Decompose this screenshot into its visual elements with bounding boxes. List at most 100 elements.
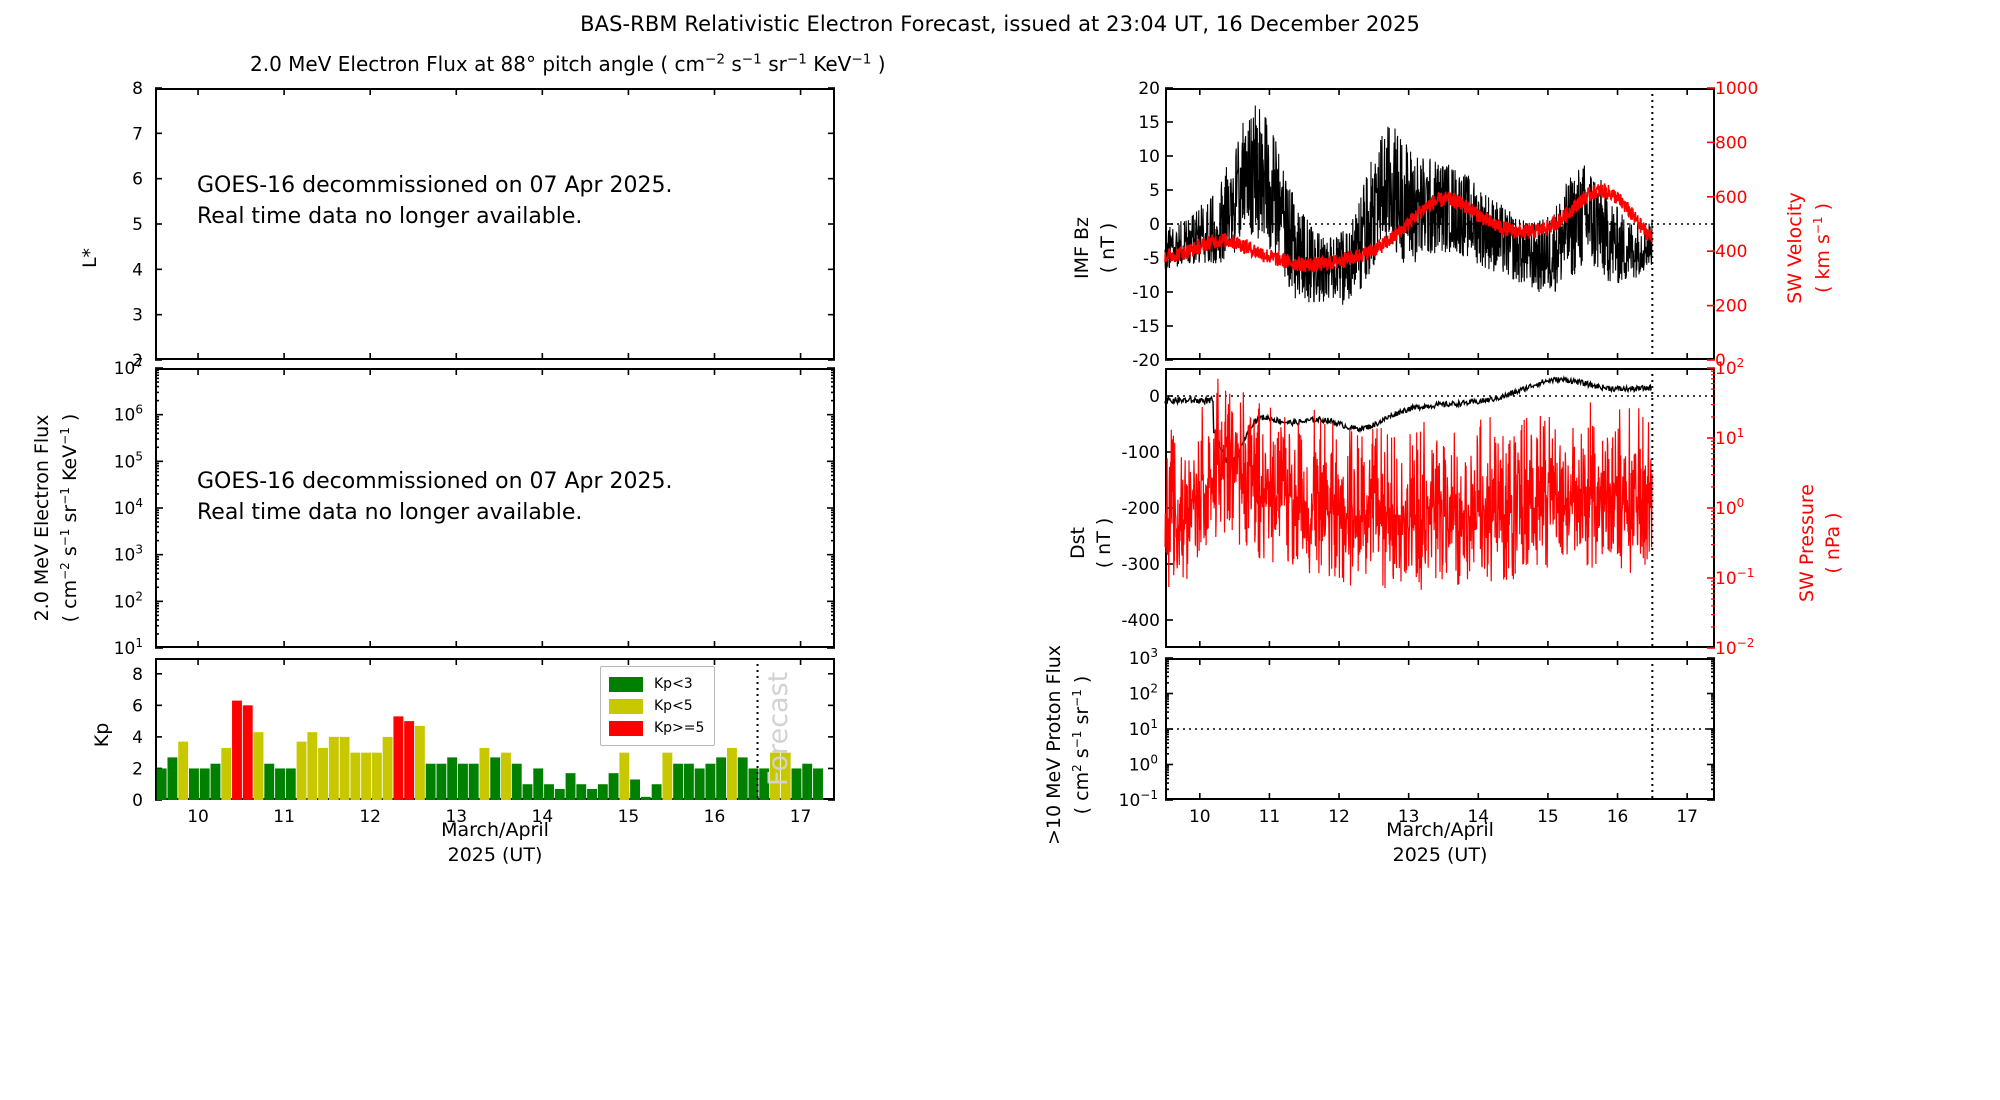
- svg-text:1000: 1000: [1715, 79, 1758, 99]
- svg-text:102: 102: [1129, 682, 1158, 705]
- legend-item: Kp<5: [609, 695, 704, 717]
- proton-y-axis: 10−1 100 101 102 103 >10 MeV Proton Flux( cm2…: [1043, 645, 1158, 845]
- svg-text:6: 6: [132, 696, 143, 716]
- svg-text:Kp: Kp: [91, 723, 113, 748]
- svg-text:SW Pressure: SW Pressure: [1796, 484, 1818, 602]
- svg-text:3: 3: [132, 306, 143, 326]
- flux-plot-area: [155, 367, 835, 649]
- chart-electron-flux[interactable]: GOES-16 decommissioned on 07 Apr 2025. Re…: [155, 367, 835, 649]
- svg-text:11: 11: [273, 807, 295, 827]
- svg-text:7: 7: [132, 124, 143, 144]
- svg-text:-10: -10: [1132, 283, 1160, 303]
- dst-plot-area: [1164, 367, 1715, 649]
- svg-text:IMF Bz: IMF Bz: [1071, 217, 1093, 279]
- svg-text:101: 101: [1129, 717, 1158, 740]
- svg-text:102: 102: [114, 589, 143, 612]
- svg-text:102: 102: [1715, 356, 1744, 379]
- lstar-plot-area: [155, 87, 835, 361]
- chart-imf-bz[interactable]: [1164, 87, 1715, 361]
- left-x-axis-ticks: 10 11 12 13 14 15 16 17: [187, 807, 812, 827]
- svg-text:0: 0: [1149, 387, 1160, 407]
- svg-text:-15: -15: [1132, 317, 1160, 337]
- svg-text:0: 0: [1149, 215, 1160, 235]
- svg-text:-100: -100: [1121, 443, 1160, 463]
- legend-swatch-kp-mid: [609, 698, 643, 714]
- chart-proton-flux[interactable]: [1165, 657, 1715, 801]
- svg-text:16: 16: [704, 807, 726, 827]
- svg-text:2: 2: [132, 351, 143, 371]
- legend-label: Kp>=5: [654, 720, 705, 736]
- svg-text:20: 20: [1138, 79, 1160, 99]
- bz-y-axis: -20 -15 -10 -5 0 5 10 15 20 IMF Bz( nT ): [1071, 79, 1160, 371]
- svg-text:0: 0: [132, 791, 143, 811]
- svg-text:SW Velocity: SW Velocity: [1784, 192, 1806, 303]
- svg-text:0: 0: [1715, 351, 1726, 371]
- svg-text:>10 MeV Proton Flux: >10 MeV Proton Flux: [1043, 645, 1065, 845]
- legend-item: Kp<3: [609, 673, 704, 695]
- legend-label: Kp<5: [654, 698, 693, 714]
- lstar-y-axis: 2 3 4 5 6 7 8 L*: [79, 79, 143, 371]
- svg-text:-20: -20: [1132, 351, 1160, 371]
- svg-text:800: 800: [1715, 133, 1747, 153]
- chart-lstar[interactable]: GOES-16 decommissioned on 07 Apr 2025. Re…: [155, 87, 835, 361]
- svg-text:106: 106: [114, 403, 143, 426]
- svg-text:13: 13: [445, 807, 467, 827]
- proton-plot-area: [1165, 657, 1715, 801]
- svg-text:( cm2 s−1 sr−1 ): ( cm2 s−1 sr−1 ): [1070, 676, 1093, 815]
- svg-text:2.0 MeV Electron Flux: 2.0 MeV Electron Flux: [31, 415, 53, 622]
- left-x-axis-label: March/April 2025 (UT): [441, 819, 549, 866]
- svg-text:-300: -300: [1121, 555, 1160, 575]
- svg-text:( nPa ): ( nPa ): [1822, 512, 1844, 573]
- subtitle: 2.0 MeV Electron Flux at 88° pitch angle…: [250, 51, 886, 76]
- svg-text:13: 13: [1398, 807, 1420, 827]
- right-x-axis-ticks: 10 11 12 13 14 15 16 17: [1189, 807, 1698, 827]
- svg-text:2: 2: [132, 759, 143, 779]
- svg-text:10−2: 10−2: [1715, 636, 1754, 659]
- svg-text:8: 8: [132, 79, 143, 99]
- sw-pressure-y-axis: 10−2 10−1 100 101 102 SW Pressure( nPa ): [1715, 356, 1844, 659]
- svg-text:16: 16: [1607, 807, 1629, 827]
- svg-text:10−1: 10−1: [1715, 566, 1754, 589]
- svg-text:15: 15: [618, 807, 640, 827]
- svg-text:5: 5: [1149, 181, 1160, 201]
- svg-text:5: 5: [132, 215, 143, 235]
- svg-text:10−1: 10−1: [1119, 788, 1158, 811]
- svg-text:12: 12: [1328, 807, 1350, 827]
- svg-text:600: 600: [1715, 188, 1747, 208]
- svg-text:-200: -200: [1121, 499, 1160, 519]
- forecast-watermark: Forecast: [763, 671, 794, 786]
- svg-text:Dst: Dst: [1067, 527, 1089, 559]
- legend-swatch-kp-low: [609, 676, 643, 692]
- svg-text:15: 15: [1138, 113, 1160, 133]
- svg-text:101: 101: [1715, 426, 1744, 449]
- svg-text:100: 100: [1715, 496, 1744, 519]
- svg-text:11: 11: [1259, 807, 1281, 827]
- page-title: BAS-RBM Relativistic Electron Forecast, …: [580, 12, 1420, 36]
- svg-text:10: 10: [1189, 807, 1211, 827]
- svg-text:6: 6: [132, 170, 143, 190]
- chart-kp[interactable]: Forecast Kp<3 Kp<5 Kp>=5: [155, 658, 835, 801]
- svg-text:103: 103: [1129, 646, 1158, 669]
- svg-text:8: 8: [132, 665, 143, 685]
- svg-text:103: 103: [114, 543, 143, 566]
- svg-text:-400: -400: [1121, 611, 1160, 631]
- svg-text:L*: L*: [79, 248, 101, 268]
- right-x-axis-label: March/April 2025 (UT): [1386, 819, 1494, 866]
- kp-y-axis: 0 2 4 6 8 Kp: [91, 665, 143, 811]
- dst-y-axis: -400 -300 -200 -100 0 Dst( nT ): [1067, 387, 1160, 631]
- svg-text:4: 4: [132, 260, 143, 280]
- svg-text:200: 200: [1715, 297, 1747, 317]
- chart-dst[interactable]: [1164, 367, 1715, 649]
- kp-legend: Kp<3 Kp<5 Kp>=5: [600, 666, 716, 746]
- plot-frame: [155, 88, 835, 360]
- svg-text:107: 107: [114, 356, 143, 379]
- svg-text:( km s−1 ): ( km s−1 ): [1811, 203, 1834, 293]
- svg-text:104: 104: [114, 496, 143, 519]
- svg-text:400: 400: [1715, 242, 1747, 262]
- svg-text:14: 14: [1467, 807, 1489, 827]
- svg-text:4: 4: [132, 728, 143, 748]
- svg-text:105: 105: [114, 449, 143, 472]
- svg-text:17: 17: [790, 807, 812, 827]
- svg-text:( nT ): ( nT ): [1097, 223, 1119, 274]
